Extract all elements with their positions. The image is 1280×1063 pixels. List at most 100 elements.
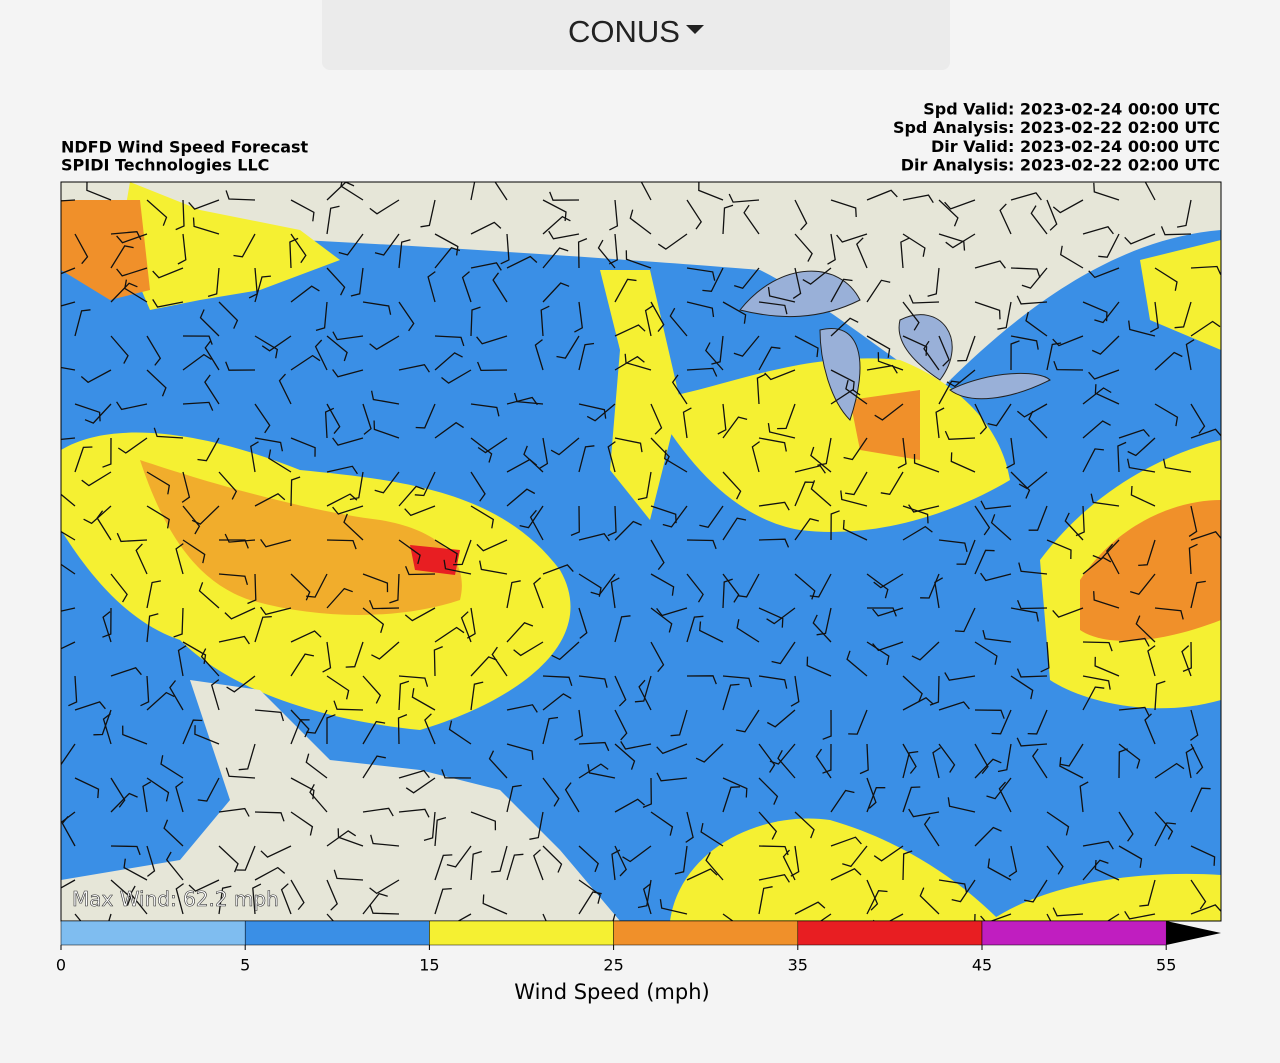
barb (200, 648, 220, 677)
barb (542, 247, 569, 269)
barb (290, 653, 315, 677)
barb (614, 615, 631, 643)
barb (650, 403, 663, 435)
barb (634, 675, 652, 703)
barb (326, 830, 357, 847)
barb (902, 743, 917, 774)
barb (61, 366, 76, 371)
barb (1154, 403, 1179, 427)
barb (146, 613, 159, 643)
barb (816, 607, 832, 636)
barb (453, 539, 472, 566)
barb (947, 797, 976, 813)
valid-time: Dir Analysis: 2023-02-22 02:00 UTC (901, 156, 1220, 175)
caret[interactable] (685, 25, 704, 35)
barb (944, 672, 976, 681)
barb (743, 204, 760, 235)
barb (1082, 387, 1112, 405)
barb (650, 573, 675, 596)
colorbar-tick-label: 0 (56, 956, 66, 975)
barb (110, 335, 129, 364)
barb (722, 578, 733, 609)
barb (929, 675, 940, 706)
colorbar-tick-label: 55 (1156, 956, 1176, 975)
barb (590, 573, 616, 596)
barb (1190, 845, 1216, 866)
barb (844, 471, 868, 496)
barb (110, 777, 126, 808)
barb (830, 389, 861, 405)
barb (944, 199, 976, 210)
barb (578, 403, 607, 419)
barb (866, 787, 886, 813)
barb (866, 279, 891, 303)
barb (290, 437, 316, 457)
barb (326, 714, 336, 744)
barb (846, 650, 868, 677)
barb (218, 845, 239, 873)
barb (1052, 607, 1084, 618)
barb (74, 403, 101, 422)
barb (542, 777, 560, 807)
barb (650, 437, 670, 466)
barb (902, 233, 926, 257)
barb (1088, 267, 1120, 279)
barb (614, 743, 636, 770)
great-lakes (739, 270, 1051, 421)
barb (758, 437, 787, 452)
barb (1094, 384, 1120, 405)
barb (197, 777, 220, 802)
dropdown-label[interactable]: CONUS (568, 14, 680, 49)
barb (1010, 340, 1020, 371)
barb (199, 309, 220, 337)
barb (542, 215, 571, 235)
barb (374, 471, 400, 494)
barb (830, 369, 855, 391)
barb (866, 335, 891, 358)
barb (226, 675, 256, 693)
barb (461, 271, 472, 303)
barb (74, 777, 100, 799)
barb (794, 518, 819, 541)
barb (867, 607, 897, 617)
barb (278, 373, 292, 405)
barb (332, 505, 364, 515)
barb (873, 845, 904, 862)
barb (225, 361, 256, 371)
barb (542, 716, 559, 745)
barb (980, 572, 1012, 582)
barb (146, 580, 162, 609)
barb (986, 777, 1012, 800)
barb (771, 641, 796, 665)
barb (974, 505, 991, 536)
barb (830, 868, 862, 881)
barb (946, 369, 976, 388)
barb (542, 282, 570, 303)
barb (362, 301, 392, 315)
barb (932, 747, 941, 779)
barb (398, 539, 421, 565)
barb (533, 849, 544, 881)
barb (974, 301, 1001, 320)
barb (722, 517, 747, 541)
barb (974, 743, 989, 775)
barb (769, 743, 796, 765)
barb (218, 885, 232, 915)
barb (1010, 471, 1031, 499)
barb (624, 353, 652, 371)
barb (957, 335, 976, 362)
barb (642, 777, 652, 809)
barb (534, 339, 544, 371)
barb (250, 441, 259, 473)
barb (656, 743, 688, 755)
barb (1149, 301, 1159, 333)
barb (102, 607, 112, 638)
region-dropdown[interactable]: CONUS (322, 0, 950, 70)
barb (1028, 410, 1048, 439)
barb (927, 267, 940, 297)
barb (734, 267, 760, 290)
barb (638, 679, 652, 711)
barb (872, 913, 904, 921)
barb (728, 193, 760, 203)
barb (919, 887, 940, 915)
